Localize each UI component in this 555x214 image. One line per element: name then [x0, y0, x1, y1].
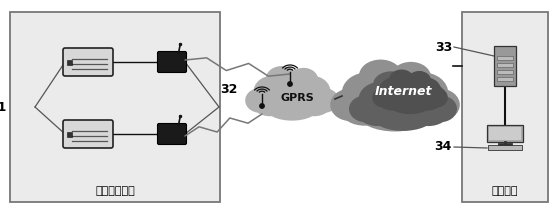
FancyBboxPatch shape: [497, 63, 513, 67]
Ellipse shape: [266, 66, 297, 91]
FancyBboxPatch shape: [487, 125, 523, 142]
Ellipse shape: [396, 72, 448, 114]
FancyBboxPatch shape: [67, 59, 72, 64]
Text: Internet: Internet: [374, 85, 432, 98]
Ellipse shape: [409, 103, 447, 126]
Ellipse shape: [245, 88, 274, 113]
Ellipse shape: [360, 67, 430, 125]
Ellipse shape: [359, 103, 397, 126]
Ellipse shape: [349, 95, 382, 122]
Ellipse shape: [359, 82, 402, 116]
FancyBboxPatch shape: [10, 12, 220, 202]
Ellipse shape: [404, 82, 447, 116]
Text: 33: 33: [435, 40, 452, 54]
Ellipse shape: [310, 88, 339, 113]
Ellipse shape: [289, 68, 318, 91]
Circle shape: [260, 104, 264, 108]
Ellipse shape: [374, 78, 432, 126]
Ellipse shape: [400, 73, 433, 98]
Ellipse shape: [254, 95, 287, 116]
Circle shape: [288, 82, 292, 86]
Ellipse shape: [390, 74, 430, 110]
FancyBboxPatch shape: [497, 56, 513, 60]
Text: GPRS: GPRS: [280, 93, 314, 103]
Ellipse shape: [379, 93, 406, 111]
Ellipse shape: [254, 76, 291, 107]
Text: 数据中心: 数据中心: [492, 186, 518, 196]
FancyBboxPatch shape: [488, 145, 522, 150]
Ellipse shape: [389, 70, 414, 90]
Ellipse shape: [267, 72, 317, 116]
FancyBboxPatch shape: [67, 131, 72, 137]
Text: 34: 34: [435, 141, 452, 153]
FancyBboxPatch shape: [158, 52, 186, 73]
Ellipse shape: [402, 98, 448, 126]
FancyBboxPatch shape: [462, 12, 548, 202]
Ellipse shape: [342, 72, 393, 114]
Ellipse shape: [424, 88, 448, 108]
Ellipse shape: [389, 94, 431, 114]
Text: 生态监测站点: 生态监测站点: [95, 186, 135, 196]
Ellipse shape: [379, 77, 409, 103]
FancyBboxPatch shape: [63, 48, 113, 76]
Ellipse shape: [411, 77, 441, 103]
Text: 31: 31: [0, 101, 7, 113]
FancyBboxPatch shape: [494, 46, 516, 86]
Ellipse shape: [266, 96, 318, 121]
Ellipse shape: [372, 88, 396, 108]
Ellipse shape: [330, 89, 371, 121]
FancyBboxPatch shape: [497, 77, 513, 81]
Ellipse shape: [414, 93, 441, 111]
Ellipse shape: [373, 71, 409, 98]
Ellipse shape: [293, 76, 330, 107]
Ellipse shape: [297, 95, 330, 116]
FancyBboxPatch shape: [158, 123, 186, 144]
Ellipse shape: [423, 95, 457, 122]
FancyBboxPatch shape: [489, 127, 521, 140]
Ellipse shape: [359, 59, 402, 92]
FancyBboxPatch shape: [63, 120, 113, 148]
Ellipse shape: [342, 98, 388, 126]
Ellipse shape: [407, 71, 431, 90]
Ellipse shape: [420, 89, 460, 121]
FancyBboxPatch shape: [497, 70, 513, 74]
Ellipse shape: [359, 99, 431, 131]
Ellipse shape: [373, 104, 433, 131]
Ellipse shape: [391, 62, 431, 92]
Text: 32: 32: [220, 83, 238, 95]
